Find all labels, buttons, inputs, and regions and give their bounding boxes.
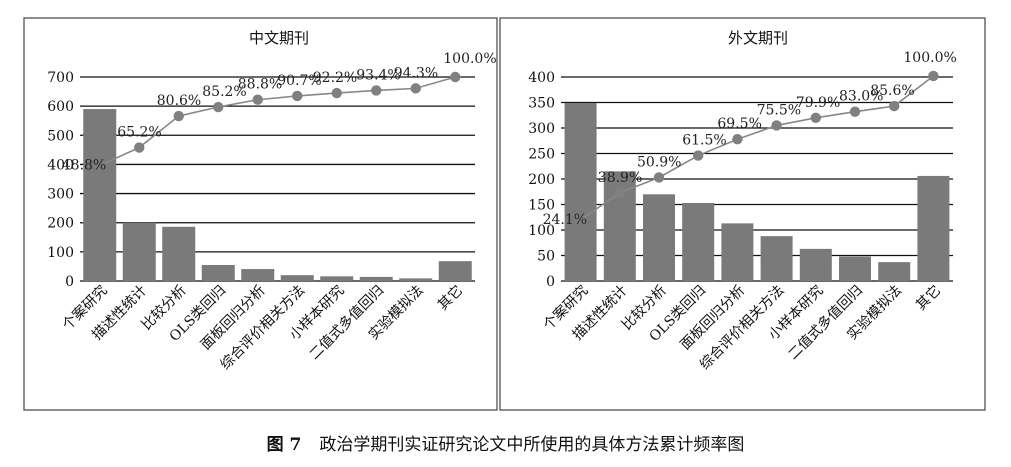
bar-5 <box>721 223 754 281</box>
cumulative-data-label: 85.6% <box>870 83 914 99</box>
bar-1 <box>83 109 117 281</box>
y-tick-label: 350 <box>528 96 555 112</box>
cumulative-data-label: 79.9% <box>796 95 840 111</box>
chart-panel-chinese: 中文期刊 0100200300400500600700个案研究描述性统计比较分析… <box>23 17 498 411</box>
bar-4 <box>682 202 715 281</box>
cumulative-marker <box>213 101 224 113</box>
cumulative-marker <box>653 172 665 183</box>
cumulative-marker <box>614 187 625 198</box>
cumulative-marker <box>771 120 782 131</box>
bar-6 <box>280 275 314 281</box>
figure-caption: 图 7 政治学期刊实证研究论文中所使用的具体方法累计频率图 <box>0 430 1011 455</box>
y-tick-label: 500 <box>47 128 74 144</box>
y-tick-label: 700 <box>47 70 74 86</box>
y-tick-label: 100 <box>47 245 74 261</box>
cumulative-marker <box>450 71 461 83</box>
bar-9 <box>399 278 433 281</box>
cumulative-data-label: 61.5% <box>682 133 726 149</box>
cumulative-data-label: 75.5% <box>757 102 801 118</box>
cumulative-marker <box>371 85 382 96</box>
y-tick-label: 150 <box>528 198 555 214</box>
cumulative-data-label: 100.0% <box>903 50 956 66</box>
cumulative-marker <box>252 94 263 105</box>
bar-4 <box>201 264 235 281</box>
bar-6 <box>760 236 793 281</box>
bar-3 <box>162 226 196 281</box>
y-tick-label: 300 <box>47 187 74 203</box>
cumulative-marker <box>94 160 105 171</box>
cumulative-data-label: 100.0% <box>443 51 496 67</box>
y-tick-label: 300 <box>528 121 555 137</box>
y-tick-label: 200 <box>47 216 74 232</box>
bar-9 <box>878 262 911 281</box>
cumulative-data-label: 93.4% <box>356 67 400 83</box>
cumulative-marker <box>849 106 861 117</box>
chart-title: 中文期刊 <box>249 29 309 47</box>
y-tick-label: 400 <box>47 157 74 173</box>
cumulative-data-label: 83.0% <box>839 89 883 105</box>
cumulative-marker <box>889 100 900 112</box>
bar-10 <box>438 261 472 281</box>
cumulative-data-label: 90.7% <box>277 73 321 89</box>
cumulative-marker <box>928 70 939 82</box>
cumulative-marker <box>173 110 184 122</box>
cumulative-data-label: 88.8% <box>238 77 282 93</box>
cumulative-data-label: 94.3% <box>394 65 438 81</box>
cumulative-line <box>99 76 456 167</box>
cumulative-marker <box>292 90 303 102</box>
cumulative-data-label: 80.6% <box>157 93 201 109</box>
y-tick-label: 600 <box>47 99 74 115</box>
figure-canvas: 中文期刊 0100200300400500600700个案研究描述性统计比较分析… <box>23 17 986 411</box>
bar-1 <box>564 103 597 281</box>
cumulative-data-label: 92.2% <box>313 70 357 86</box>
cumulative-marker <box>331 87 342 99</box>
chart-title: 外文期刊 <box>728 29 788 47</box>
cumulative-marker <box>575 214 586 225</box>
y-tick-label: 50 <box>537 249 555 265</box>
cumulative-data-label: 38.9% <box>598 170 642 186</box>
bar-3 <box>643 194 675 281</box>
bar-7 <box>799 248 832 281</box>
cumulative-data-label: 24.1% <box>543 212 587 228</box>
cumulative-marker <box>732 134 743 145</box>
cumulative-data-label: 69.5% <box>717 116 761 132</box>
caption-text: 政治学期刊实证研究论文中所使用的具体方法累计频率图 <box>319 435 745 455</box>
y-tick-label: 400 <box>528 70 555 86</box>
chart-panel-foreign: 外文期刊 050100150200250300350400个案研究描述性统计比较… <box>499 17 986 411</box>
bar-7 <box>320 276 354 281</box>
y-tick-label: 250 <box>528 147 555 163</box>
y-tick-label: 0 <box>546 274 555 290</box>
cumulative-marker <box>693 150 704 161</box>
y-tick-label: 200 <box>528 172 555 188</box>
cumulative-data-label: 48.8% <box>62 158 106 174</box>
y-tick-label: 0 <box>65 274 74 290</box>
bar-8 <box>839 256 871 281</box>
cumulative-data-label: 50.9% <box>637 154 681 170</box>
cumulative-data-label: 85.2% <box>202 84 246 100</box>
cumulative-marker <box>810 112 821 124</box>
y-tick-label: 100 <box>528 223 555 239</box>
cumulative-line <box>580 75 934 221</box>
cumulative-data-label: 65.2% <box>117 125 161 141</box>
bar-10 <box>917 175 950 281</box>
cumulative-marker <box>410 83 421 94</box>
figure-number: 图 7 <box>266 435 302 455</box>
bar-8 <box>359 276 393 281</box>
cumulative-marker <box>134 142 145 153</box>
bar-5 <box>241 269 275 281</box>
bar-2 <box>122 222 156 281</box>
